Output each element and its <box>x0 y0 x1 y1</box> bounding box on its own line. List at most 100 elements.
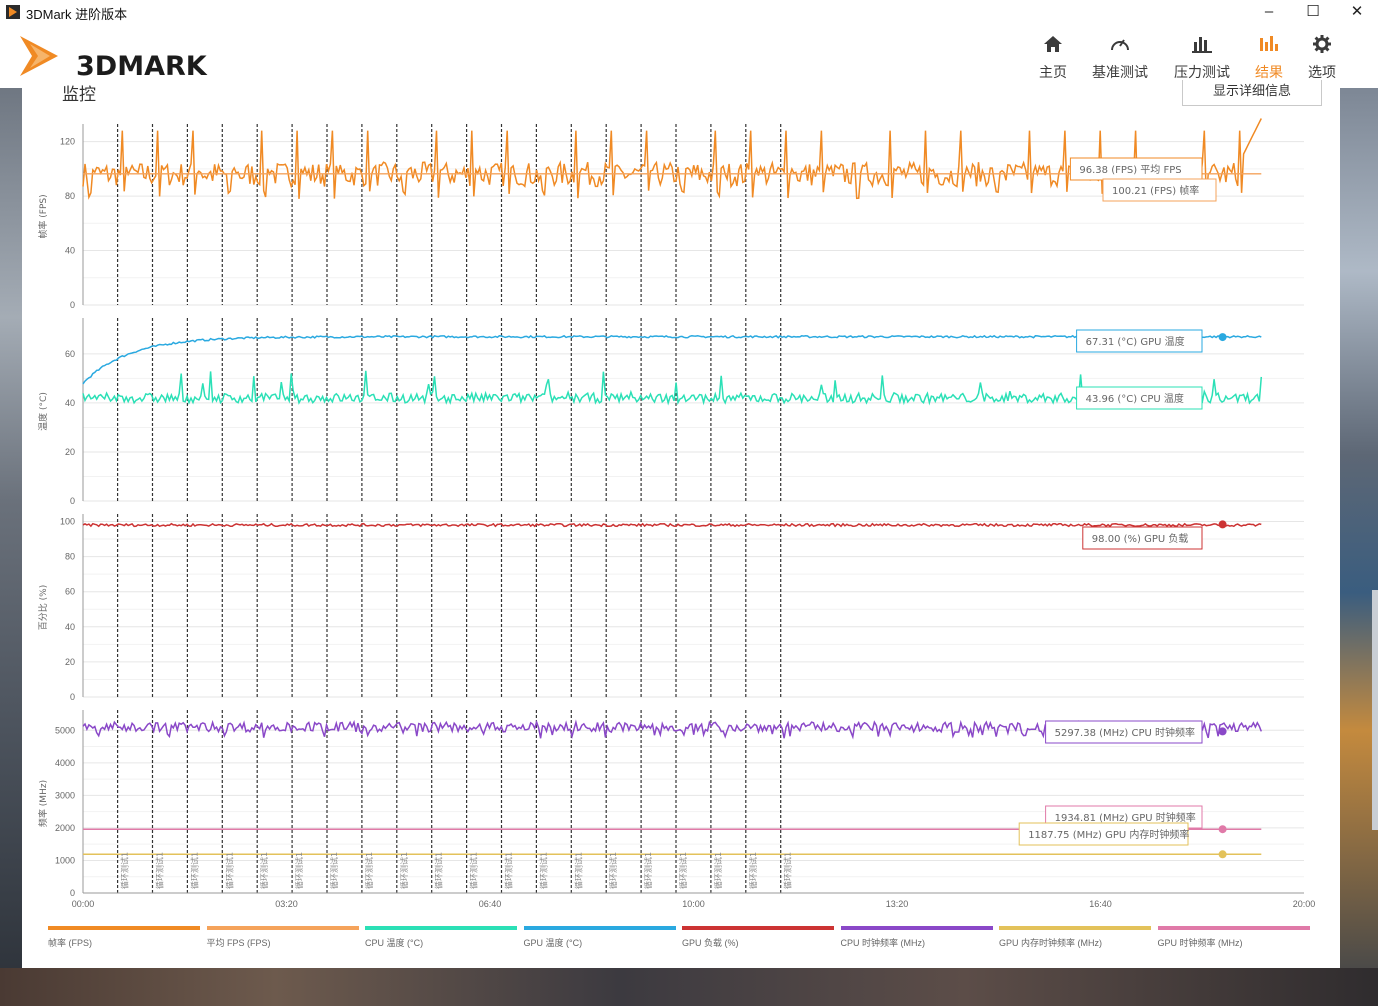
x-tick-label: 03:20 <box>275 899 298 909</box>
show-details-button[interactable]: 显示详细信息 <box>1182 80 1322 106</box>
background-artwork-left <box>0 88 22 1006</box>
x-tick-label: 16:40 <box>1089 899 1112 909</box>
x-tick-label: 20:00 <box>1293 899 1316 909</box>
legend-label: GPU 时钟频率 (MHz) <box>1157 938 1243 948</box>
nav-results-label: 结果 <box>1255 64 1283 80</box>
loop-marker-label: 循环测试1 <box>608 852 618 889</box>
legend-label: GPU 温度 (°C) <box>523 938 583 948</box>
y-tick-label: 0 <box>70 692 75 702</box>
value-callout-box <box>1082 526 1203 550</box>
y-tick-label: 80 <box>65 191 75 201</box>
y-axis-label: 温度 (°C) <box>37 392 49 431</box>
y-tick-label: 20 <box>65 447 75 457</box>
value-callout-box <box>1102 178 1217 202</box>
legend-item[interactable]: CPU 温度 (°C) <box>365 926 517 949</box>
app-icon <box>6 5 20 19</box>
legend-swatch <box>523 926 676 930</box>
y-tick-label: 100 <box>60 517 75 527</box>
minimize-button[interactable]: – <box>1264 3 1274 20</box>
value-callout-box <box>1076 386 1203 410</box>
x-tick-label: 13:20 <box>886 899 909 909</box>
loop-marker-label: 循环测试1 <box>329 852 339 889</box>
legend-swatch <box>999 926 1151 930</box>
y-tick-label: 4000 <box>55 758 75 768</box>
loop-marker-label: 循环测试1 <box>120 852 130 889</box>
3dmark-logo: 3DMARK <box>18 32 218 82</box>
y-tick-label: 40 <box>65 622 75 632</box>
y-axis-label: 频率 (MHz) <box>37 780 49 827</box>
nav-benchmark[interactable]: 基准测试 <box>1087 34 1153 82</box>
loop-marker-label: 循环测试1 <box>434 852 444 889</box>
series-dot-gpu_clock <box>1218 825 1227 834</box>
legend-item[interactable]: 平均 FPS (FPS) <box>206 926 359 949</box>
gear-icon <box>1289 34 1355 56</box>
legend-label: 平均 FPS (FPS) <box>206 938 271 948</box>
loop-marker-label: 循环测试1 <box>713 852 723 889</box>
legend-item[interactable]: GPU 温度 (°C) <box>523 926 676 949</box>
nav-stress-test[interactable]: 压力测试 <box>1169 34 1235 82</box>
value-callout-box <box>1018 822 1189 846</box>
loop-marker-label: 循环测试1 <box>538 852 548 889</box>
series-dot-gpu_temp <box>1218 333 1227 342</box>
y-tick-label: 5000 <box>55 725 75 735</box>
nav-options[interactable]: 选项 <box>1289 34 1355 82</box>
y-axis-label: 百分比 (%) <box>37 585 49 630</box>
y-tick-label: 1000 <box>55 855 75 865</box>
legend-item[interactable]: 帧率 (FPS) <box>48 926 200 949</box>
logo-text: 3DMARK <box>76 51 207 82</box>
bar-chart-icon <box>1169 34 1235 56</box>
legend-label: CPU 温度 (°C) <box>365 938 424 948</box>
value-callout-text: 1187.75 (MHz) GPU 内存时钟频率 <box>1028 828 1189 841</box>
loop-marker-label: 循环测试1 <box>748 852 758 889</box>
results-icon <box>1236 34 1302 56</box>
nav-options-label: 选项 <box>1308 64 1336 80</box>
scrollbar[interactable] <box>1372 590 1378 830</box>
monitoring-chart: 0 40 80 120 帧率 (FPS) 96.38 (FPS) 平均 FPS 100.21… <box>37 118 1316 909</box>
legend-item[interactable]: GPU 内存时钟频率 (MHz) <box>999 926 1151 949</box>
series-line-fps <box>82 118 1262 200</box>
section-title: 监控 <box>62 85 96 105</box>
nav-results[interactable]: 结果 <box>1236 34 1302 82</box>
series-line-gpu_load <box>82 522 1262 528</box>
legend-label: GPU 内存时钟频率 (MHz) <box>999 938 1102 948</box>
value-callout-text: 100.21 (FPS) 帧率 <box>1112 184 1199 197</box>
value-callout-text: 96.38 (FPS) 平均 FPS <box>1079 164 1181 176</box>
window-title: 3DMark 进阶版本 <box>26 7 128 22</box>
nav-home[interactable]: 主页 <box>1020 34 1086 82</box>
y-tick-label: 0 <box>70 888 75 898</box>
x-tick-label: 10:00 <box>682 899 705 909</box>
legend-item[interactable]: GPU 时钟频率 (MHz) <box>1157 926 1310 949</box>
loop-marker-label: 循环测试1 <box>573 852 583 889</box>
legend-swatch <box>365 926 517 930</box>
logo-mark-icon <box>20 36 58 76</box>
y-tick-label: 80 <box>65 552 75 562</box>
y-tick-label: 2000 <box>55 823 75 833</box>
y-tick-label: 60 <box>65 587 75 597</box>
x-tick-label: 06:40 <box>479 899 502 909</box>
nav-benchmark-label: 基准测试 <box>1092 64 1148 80</box>
loop-marker-label: 循环测试1 <box>469 852 479 889</box>
value-callout-text: 5297.38 (MHz) CPU 时钟频率 <box>1055 726 1195 739</box>
series-dot-gpu_load <box>1218 520 1227 529</box>
gauge-icon <box>1087 34 1153 56</box>
loop-marker-label: 循环测试1 <box>399 852 409 889</box>
loop-marker-label: 循环测试1 <box>783 852 793 889</box>
legend-label: GPU 负载 (%) <box>682 938 739 948</box>
maximize-button[interactable]: ☐ <box>1306 3 1320 20</box>
series-dot-gpu_mem_clock <box>1218 850 1227 859</box>
background-artwork-right <box>1340 88 1378 1006</box>
loop-marker-label: 循环测试1 <box>364 852 374 889</box>
legend-item[interactable]: GPU 负载 (%) <box>682 926 834 949</box>
loop-marker-label: 循环测试1 <box>643 852 653 889</box>
background-artwork-bottom <box>0 968 1378 1006</box>
legend-item[interactable]: CPU 时钟频率 (MHz) <box>840 926 993 949</box>
loop-marker-label: 循环测试1 <box>154 852 164 889</box>
app-header: 3DMARK 主页 基准测试 压力测试 结果 选项 <box>0 24 1378 88</box>
monitoring-panel: 监控 显示详细信息 0 40 80 120 帧率 (FPS) 96.38 (FPS) 平均… <box>22 80 1340 968</box>
loop-marker-label: 循环测试1 <box>678 852 688 889</box>
series-dot-cpu_clock <box>1218 727 1227 736</box>
y-tick-label: 0 <box>70 300 75 310</box>
loop-marker-label: 循环测试1 <box>224 852 234 889</box>
series-line-cpu_temp <box>82 370 1263 406</box>
close-button[interactable]: ✕ <box>1350 3 1364 20</box>
